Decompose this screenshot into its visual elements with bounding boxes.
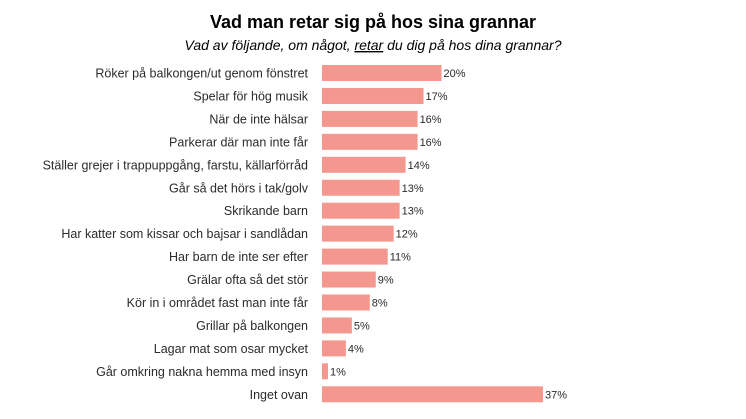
bar	[322, 87, 424, 104]
category-label: Grillar på balkongen	[196, 319, 308, 333]
bar	[322, 133, 418, 150]
bar	[322, 110, 418, 127]
category-label: Skrikande barn	[224, 204, 308, 218]
chart-subtitle: Vad av följande, om något, retar du dig …	[185, 37, 562, 53]
bar	[322, 179, 400, 196]
value-label: 13%	[402, 183, 424, 195]
value-label: 17%	[426, 91, 448, 103]
bar	[322, 202, 400, 219]
value-label: 1%	[330, 366, 346, 378]
category-label: Röker på balkongen/ut genom fönstret	[95, 67, 308, 81]
category-label: Spelar för hög musik	[193, 89, 308, 103]
value-label: 16%	[420, 114, 442, 126]
bar	[322, 271, 376, 288]
bar	[322, 317, 352, 334]
value-label: 37%	[545, 389, 567, 401]
bar	[322, 156, 406, 173]
bar	[322, 340, 346, 357]
bar	[322, 294, 370, 311]
bar	[322, 225, 394, 242]
category-label: Går så det hörs i tak/golv	[169, 181, 309, 195]
value-label: 14%	[408, 160, 430, 172]
category-label: När de inte hälsar	[209, 112, 308, 126]
category-label: Har barn de inte ser efter	[169, 250, 308, 264]
value-label: 13%	[402, 206, 424, 218]
value-label: 11%	[390, 252, 411, 264]
value-label: 5%	[354, 320, 370, 332]
value-label: 8%	[372, 298, 388, 310]
bar	[322, 363, 328, 380]
category-label: Grälar ofta så det stör	[187, 273, 308, 287]
subtitle-before: Vad av följande, om något,	[185, 37, 355, 53]
value-label: 20%	[443, 68, 465, 80]
chart-title: Vad man retar sig på hos sina grannar	[210, 12, 536, 32]
value-label: 4%	[348, 343, 364, 355]
bar	[322, 386, 543, 403]
category-label: Inget ovan	[250, 388, 308, 402]
category-label: Har katter som kissar och bajsar i sandl…	[61, 227, 308, 241]
value-label: 12%	[396, 229, 418, 241]
category-label: Går omkring nakna hemma med insyn	[96, 365, 308, 379]
category-label: Kör in i området fast man inte får	[127, 296, 308, 310]
subtitle-after: du dig på hos dina grannar?	[383, 37, 561, 53]
subtitle-emphasis: retar	[354, 37, 384, 53]
category-label: Lagar mat som osar mycket	[154, 342, 309, 356]
category-label: Ställer grejer i trappuppgång, farstu, k…	[43, 158, 308, 172]
bar	[322, 248, 388, 265]
category-label: Parkerar där man inte får	[169, 135, 308, 149]
value-label: 9%	[378, 275, 394, 287]
value-label: 16%	[420, 137, 442, 149]
bar	[322, 65, 442, 81]
bars-group: Röker på balkongen/ut genom fönstret 20% S…	[43, 65, 567, 403]
